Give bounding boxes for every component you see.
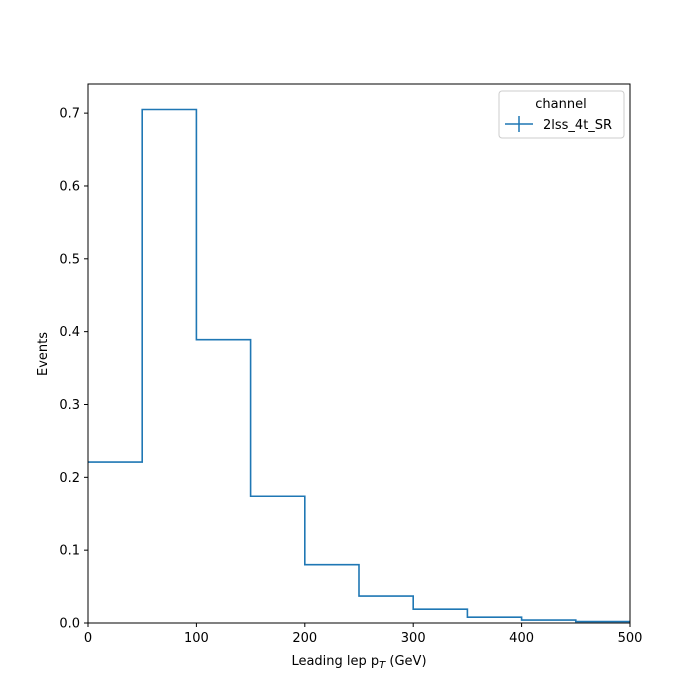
x-tick-label: 200 — [292, 631, 317, 646]
x-axis-ticks: 0 100 200 300 400 500 — [84, 623, 643, 646]
y-tick-label: 0.0 — [59, 617, 80, 632]
y-tick-label: 0.4 — [59, 325, 80, 340]
histogram-bin — [359, 596, 413, 623]
y-tick-label: 0.2 — [59, 471, 80, 486]
histogram-bin — [142, 109, 196, 623]
x-axis-label: Leading lep pT (GeV) — [291, 654, 426, 671]
histogram-bin — [413, 609, 467, 623]
y-tick-label: 0.1 — [59, 544, 80, 559]
x-axis-label-unit: (GeV) — [385, 654, 426, 669]
legend-box — [498, 90, 625, 139]
x-axis-label-subscript: T — [379, 660, 386, 671]
x-tick-label: 300 — [401, 631, 426, 646]
y-axis-ticks: 0.0 0.1 0.2 0.3 0.4 0.5 0.6 0.7 — [59, 107, 88, 632]
x-tick-label: 500 — [618, 631, 643, 646]
histogram-bin — [196, 340, 250, 623]
y-tick-label: 0.3 — [59, 398, 80, 413]
x-tick-label: 0 — [84, 631, 92, 646]
y-axis-label: Events — [36, 332, 51, 376]
histogram-bin — [305, 565, 359, 623]
histogram-step-line — [88, 108, 630, 623]
x-tick-label: 400 — [509, 631, 534, 646]
y-tick-label: 0.7 — [59, 107, 80, 122]
legend-series-label: 2lss_4t_SR — [543, 118, 612, 133]
histogram-bin — [467, 617, 521, 623]
series-layer — [88, 108, 630, 623]
legend: channel 2lss_4t_SR — [498, 90, 625, 139]
legend-title: channel — [535, 97, 586, 112]
y-tick-label: 0.5 — [59, 252, 80, 267]
axes-frame — [87, 83, 631, 624]
histogram-bin — [88, 462, 142, 623]
histogram-bin — [251, 496, 305, 623]
y-tick-label: 0.6 — [59, 179, 80, 194]
plot-area — [87, 83, 631, 624]
x-tick-label: 100 — [184, 631, 209, 646]
